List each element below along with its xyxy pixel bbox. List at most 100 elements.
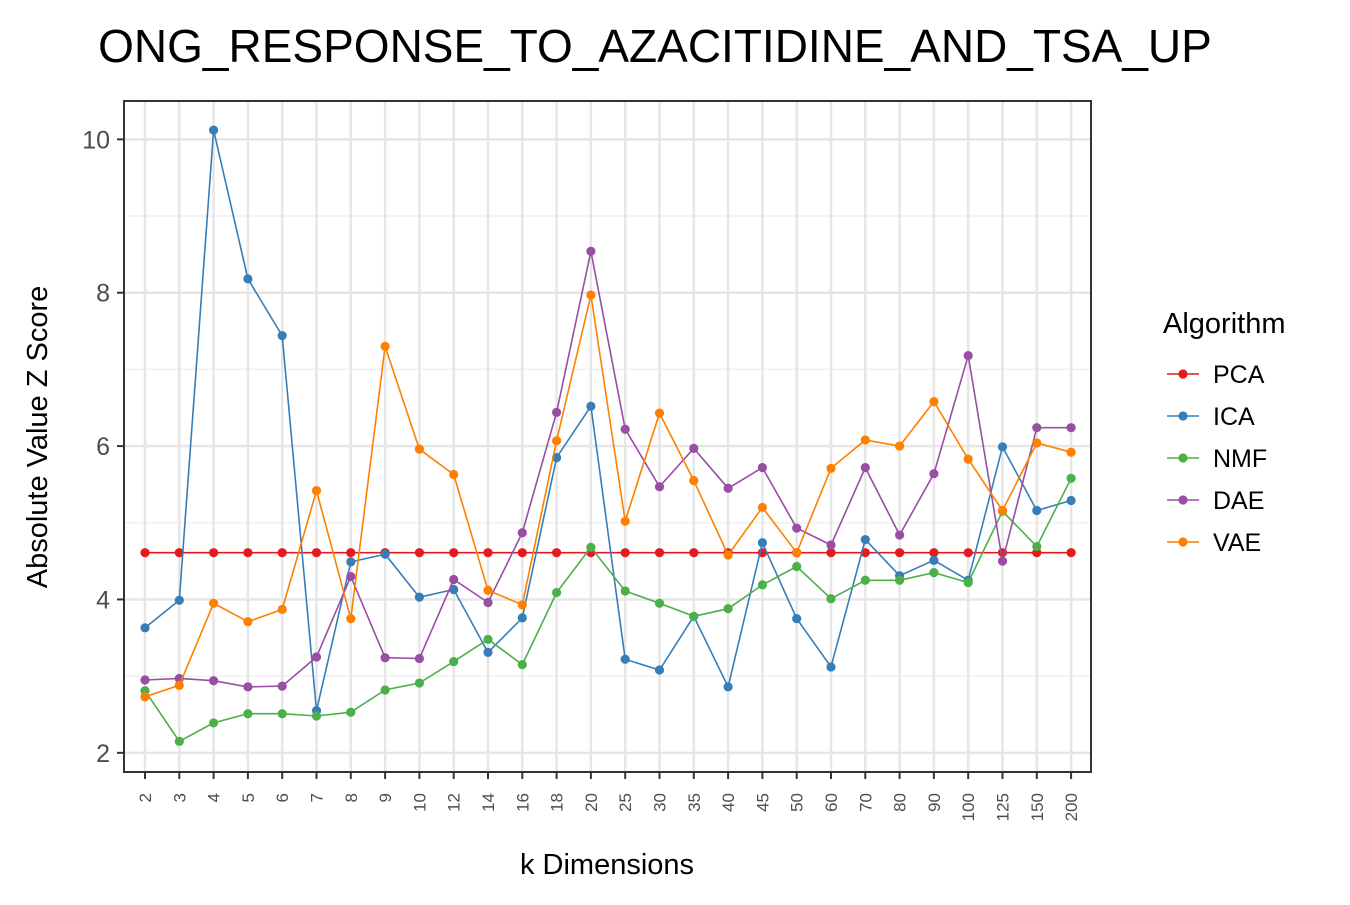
data-point-vae — [346, 614, 356, 624]
series-pca — [140, 548, 1076, 558]
data-point-ica — [414, 592, 424, 602]
data-point-nmf — [620, 586, 630, 596]
legend-label: PCA — [1213, 361, 1265, 389]
data-point-pca — [209, 548, 219, 558]
data-point-nmf — [449, 656, 459, 667]
data-point-dae — [209, 676, 219, 686]
x-tick-label: 3 — [170, 793, 189, 802]
data-point-pca — [277, 548, 287, 558]
y-tick-label: 6 — [96, 433, 110, 461]
legend-key-point — [1178, 411, 1188, 421]
series-nmf — [140, 473, 1076, 746]
data-point-nmf — [346, 707, 356, 717]
data-point-ica — [620, 654, 630, 664]
data-point-vae — [929, 397, 939, 407]
data-point-pca — [929, 548, 939, 558]
data-point-ica — [243, 274, 253, 284]
legend: Algorithm PCA ICA NMF DAE VAE — [1163, 308, 1286, 557]
data-point-vae — [449, 469, 459, 480]
data-point-dae — [997, 556, 1008, 566]
legend-key-point — [1178, 495, 1188, 505]
data-point-vae — [757, 502, 768, 513]
data-point-dae — [517, 528, 527, 538]
x-tick-label: 2 — [136, 793, 155, 802]
legend-key-point — [1178, 369, 1188, 379]
data-point-nmf — [895, 575, 905, 585]
x-tick-label: 50 — [788, 793, 807, 812]
data-point-pca — [895, 548, 905, 558]
data-point-dae — [860, 462, 870, 473]
data-point-pca — [1066, 548, 1076, 558]
data-point-vae — [895, 441, 905, 451]
data-point-pca — [483, 548, 493, 558]
data-point-pca — [826, 548, 836, 558]
data-point-pca — [517, 548, 527, 558]
x-tick-label: 35 — [685, 793, 704, 812]
data-point-pca — [140, 548, 150, 558]
x-tick-label: 30 — [651, 793, 670, 812]
data-point-vae — [586, 290, 596, 300]
data-point-vae — [860, 435, 870, 445]
data-point-nmf — [929, 568, 939, 578]
data-point-ica — [826, 662, 836, 672]
series-vae — [140, 290, 1076, 702]
data-point-nmf — [586, 542, 596, 552]
series-line-nmf — [144, 477, 1072, 743]
data-point-ica — [586, 401, 596, 411]
data-point-nmf — [757, 580, 768, 590]
grid-layer — [124, 101, 1091, 772]
data-point-pca — [311, 548, 322, 558]
data-point-vae — [483, 585, 493, 595]
x-tick-label: 80 — [891, 793, 910, 812]
data-point-dae — [826, 540, 836, 550]
data-point-dae — [792, 523, 802, 533]
data-point-ica — [209, 125, 219, 135]
y-tick-label: 4 — [96, 586, 110, 614]
data-point-vae — [140, 692, 150, 702]
data-point-vae — [209, 598, 219, 608]
data-point-dae — [346, 571, 356, 582]
y-axis-label: Absolute Value Z Score — [22, 286, 54, 589]
x-tick-label: 9 — [376, 793, 395, 802]
series-ica — [140, 125, 1076, 716]
data-point-nmf — [689, 611, 699, 621]
data-point-ica — [860, 535, 870, 545]
legend-title: Algorithm — [1163, 308, 1286, 340]
x-tick-label: 200 — [1062, 793, 1081, 821]
y-tick-label: 2 — [96, 740, 110, 768]
data-point-pca — [689, 548, 699, 558]
data-point-ica — [929, 555, 939, 565]
data-point-ica — [654, 665, 665, 675]
data-point-nmf — [723, 604, 733, 614]
x-tick-label: 16 — [513, 793, 532, 812]
data-point-ica — [174, 595, 184, 605]
data-point-vae — [174, 680, 184, 690]
data-point-nmf — [1032, 541, 1042, 552]
x-tick-label: 5 — [239, 793, 258, 802]
y-tick-label: 10 — [82, 126, 110, 154]
data-point-pca — [963, 548, 973, 558]
x-tick-label: 40 — [719, 793, 738, 812]
legend-key-point — [1178, 453, 1188, 463]
legend-item-ica: ICA — [1167, 403, 1255, 431]
data-point-ica — [723, 682, 733, 692]
data-point-nmf — [174, 736, 184, 746]
series-line-ica — [144, 129, 1072, 711]
data-point-dae — [380, 653, 390, 663]
data-point-ica — [1066, 495, 1076, 506]
series-line-dae — [144, 251, 1072, 688]
data-point-ica — [380, 549, 390, 559]
data-point-vae — [1066, 447, 1076, 457]
data-point-vae — [414, 444, 424, 454]
data-point-dae — [449, 574, 459, 585]
data-point-nmf — [792, 561, 802, 572]
chart-title: ONG_RESPONSE_TO_AZACITIDINE_AND_TSA_UP — [98, 20, 1212, 72]
data-point-nmf — [380, 685, 390, 695]
data-point-ica — [346, 557, 356, 567]
data-point-nmf — [277, 709, 287, 719]
data-point-dae — [586, 246, 596, 256]
data-point-ica — [140, 623, 150, 633]
data-point-dae — [1032, 423, 1042, 433]
data-point-vae — [277, 604, 287, 615]
